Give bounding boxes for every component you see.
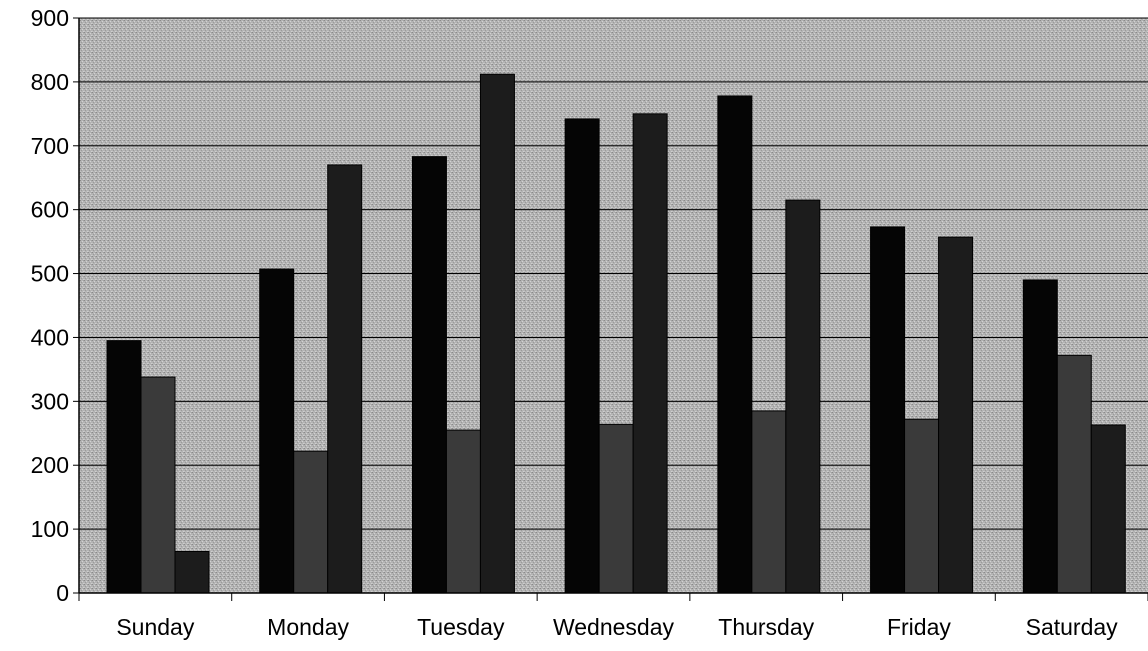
bar-friday-series-3 [938,236,974,594]
bar-tuesday-series-3 [479,73,515,594]
y-tick-label: 400 [31,324,69,350]
x-tick-label-tuesday: Tuesday [417,614,505,640]
bar-friday-series-1 [870,226,906,594]
bar-sunday-series-2 [140,376,176,594]
bar-thursday-series-2 [751,410,787,594]
y-tick-label: 600 [31,197,69,223]
bar-tuesday-series-2 [445,429,481,594]
bar-monday-series-2 [293,450,329,594]
y-tick-label: 0 [56,580,69,606]
bar-saturday-series-3 [1090,424,1126,594]
x-tick-label-wednesday: Wednesday [553,614,675,640]
y-tick-label: 200 [31,452,69,478]
y-tick-labels: 0 100 200 300 400 500 600 700 800 900 [31,5,79,606]
x-tick-labels: Sunday Monday Tuesday Wednesday Thursday Frid… [78,593,1148,640]
bar-wednesday-series-2 [598,423,634,594]
x-tick-label-sunday: Sunday [116,614,195,640]
bar-monday-series-1 [259,268,295,594]
x-tick-label-friday: Friday [887,614,951,640]
y-tick-label: 100 [31,516,69,542]
bar-tuesday-series-1 [411,156,447,594]
bar-sunday-series-3 [174,550,210,594]
x-tick-label-monday: Monday [267,614,349,640]
y-tick-label: 500 [31,261,69,287]
bar-saturday-series-2 [1056,354,1092,594]
x-tick-label-saturday: Saturday [1026,614,1119,640]
bar-wednesday-series-1 [564,118,600,594]
bar-saturday-series-1 [1022,279,1058,594]
bar-wednesday-series-3 [632,113,668,594]
y-tick-label: 900 [31,5,69,31]
bar-sunday-series-1 [106,340,142,594]
bar-thursday-series-1 [717,95,753,594]
bar-monday-series-3 [327,164,363,594]
x-tick-label-thursday: Thursday [718,614,814,640]
y-tick-label: 800 [31,69,69,95]
bar-friday-series-2 [904,418,940,594]
axes [78,17,1148,594]
bar-thursday-series-3 [785,199,821,594]
y-tick-label: 300 [31,388,69,414]
y-tick-label: 700 [31,133,69,159]
bars [106,73,1126,594]
